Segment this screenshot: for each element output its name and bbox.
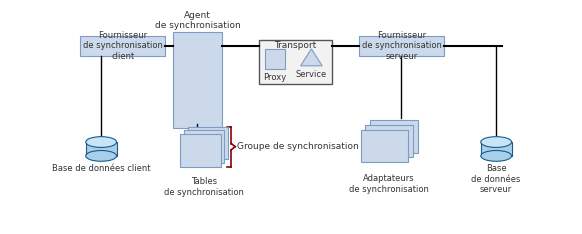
FancyBboxPatch shape bbox=[80, 36, 165, 56]
FancyBboxPatch shape bbox=[370, 121, 418, 153]
FancyBboxPatch shape bbox=[184, 131, 224, 163]
Polygon shape bbox=[300, 49, 322, 66]
FancyBboxPatch shape bbox=[481, 142, 512, 156]
Text: Base de données client: Base de données client bbox=[52, 164, 150, 173]
Text: Groupe de synchronisation: Groupe de synchronisation bbox=[237, 142, 359, 151]
FancyBboxPatch shape bbox=[86, 142, 116, 156]
Text: Tables
de synchronisation: Tables de synchronisation bbox=[164, 177, 244, 197]
Text: Fournisseur
de synchronisation
serveur: Fournisseur de synchronisation serveur bbox=[361, 31, 441, 61]
Text: Transport: Transport bbox=[275, 41, 317, 50]
Text: Adaptateurs
de synchronisation: Adaptateurs de synchronisation bbox=[349, 174, 429, 194]
FancyBboxPatch shape bbox=[188, 127, 228, 159]
Ellipse shape bbox=[481, 150, 512, 161]
FancyBboxPatch shape bbox=[173, 32, 222, 128]
FancyBboxPatch shape bbox=[259, 40, 332, 84]
Text: Service: Service bbox=[296, 70, 327, 79]
Text: Agent
de synchronisation: Agent de synchronisation bbox=[155, 11, 240, 30]
Ellipse shape bbox=[86, 150, 116, 161]
Text: Proxy: Proxy bbox=[264, 73, 287, 82]
FancyBboxPatch shape bbox=[180, 134, 221, 167]
FancyBboxPatch shape bbox=[361, 130, 409, 162]
FancyBboxPatch shape bbox=[265, 49, 285, 69]
Text: Base
de données
serveur: Base de données serveur bbox=[471, 164, 521, 194]
Ellipse shape bbox=[481, 137, 512, 147]
FancyBboxPatch shape bbox=[359, 36, 444, 56]
Ellipse shape bbox=[86, 137, 116, 147]
Text: Fournisseur
de synchronisation
client: Fournisseur de synchronisation client bbox=[83, 31, 162, 61]
FancyBboxPatch shape bbox=[365, 125, 413, 157]
